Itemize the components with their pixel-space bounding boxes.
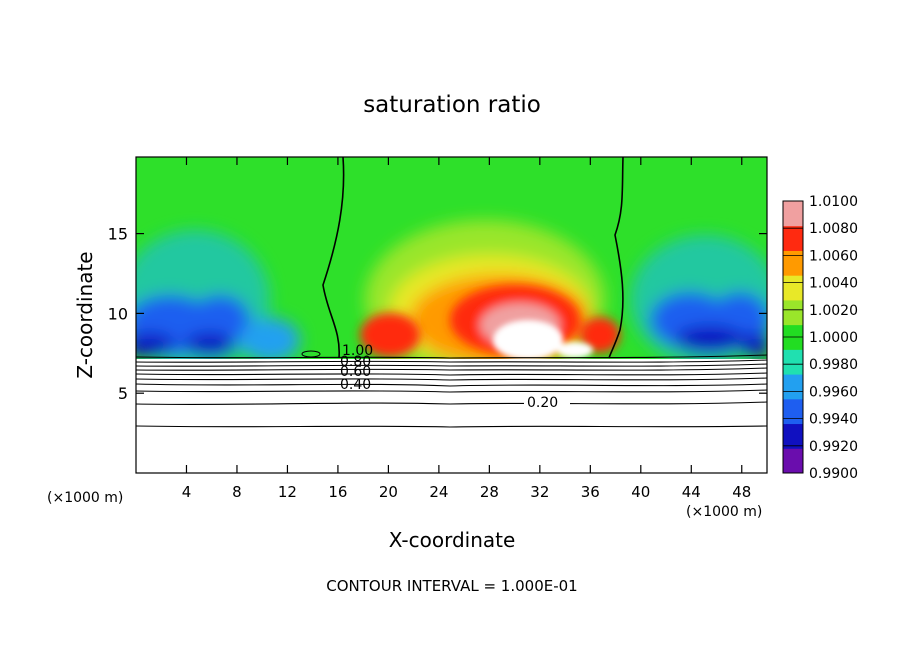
x-tick-label: 48 xyxy=(732,483,751,501)
contour-line-right xyxy=(608,156,624,359)
x-tick-label: 4 xyxy=(182,483,192,501)
x-tick-label: 8 xyxy=(232,483,242,501)
x-tick-label: 32 xyxy=(530,483,549,501)
colorbar-label: 1.0040 xyxy=(809,276,858,292)
contour-line xyxy=(301,350,321,358)
colorbar-label: 1.0060 xyxy=(809,248,858,264)
contour-label: 0.80 xyxy=(340,354,371,370)
contour-interval-note: CONTOUR INTERVAL = 1.000E-01 xyxy=(326,577,577,595)
x-tick-label: 24 xyxy=(429,483,448,501)
x-tick-label: 36 xyxy=(581,483,600,501)
colorbar-swatch xyxy=(783,349,803,375)
colorbar-label: 0.9940 xyxy=(809,412,858,428)
colorbar-swatch xyxy=(783,275,803,301)
colorbar-swatch xyxy=(783,398,803,425)
colorbar-swatch xyxy=(783,201,803,227)
contour-line xyxy=(136,372,767,376)
colorbar-label: 1.0020 xyxy=(809,303,858,319)
x-tick-label: 20 xyxy=(379,483,398,501)
colorbar-swatch xyxy=(783,374,803,400)
contour-line xyxy=(136,383,767,387)
y-tick-label: 15 xyxy=(108,225,128,244)
chart-title: saturation ratio xyxy=(363,92,541,118)
contour-label: 0.60 xyxy=(340,364,371,380)
x-tick-label: 16 xyxy=(328,483,347,501)
x-tick-label: 28 xyxy=(480,483,499,501)
x-tick-label: 44 xyxy=(682,483,701,501)
y-axis-ticks: 5 10 15 xyxy=(108,225,767,403)
contour-line xyxy=(136,367,767,371)
colorbar-swatch xyxy=(783,299,803,326)
y-tick-label: 10 xyxy=(108,304,128,323)
contour-line xyxy=(136,389,767,393)
contour-line xyxy=(136,363,767,367)
colorbar: 0.9900 0.9920 0.9940 0.9960 0.9980 1.0000 1.00… xyxy=(782,194,858,482)
contour-label: 0.20 xyxy=(527,395,558,411)
x-tick-label: 40 xyxy=(631,483,650,501)
y-tick-label: 5 xyxy=(118,384,128,403)
x-axis-ticks: 4 8 12 16 20 24 28 32 36 40 44 48 xyxy=(182,157,751,501)
colorbar-swatch xyxy=(783,423,803,449)
contour-line xyxy=(136,377,767,381)
contour-line xyxy=(136,401,767,406)
colorbar-swatch xyxy=(783,448,803,474)
colorbar-label: 0.9980 xyxy=(809,357,858,373)
y-axis-title: Z-coordinate xyxy=(73,251,97,378)
x-axis-unit-right: (×1000 m) xyxy=(686,504,762,520)
colorbar-label: 1.0000 xyxy=(809,330,858,346)
x-tick-label: 12 xyxy=(278,483,297,501)
contour-line xyxy=(136,354,767,359)
plot-frame xyxy=(135,156,768,474)
contour-line xyxy=(136,359,767,363)
contour-label: 1.00 xyxy=(342,343,373,359)
colorbar-swatch xyxy=(783,250,803,276)
colorbar-label: 0.9920 xyxy=(809,439,858,455)
x-axis-title: X-coordinate xyxy=(389,528,516,552)
colorbar-label: 1.0080 xyxy=(809,221,858,237)
contour-line xyxy=(136,425,767,428)
contour-lines xyxy=(136,354,767,428)
colorbar-label: 0.9960 xyxy=(809,384,858,400)
contour-line-left xyxy=(322,156,345,359)
contour-label-bg xyxy=(524,394,570,410)
colorbar-label: 0.9900 xyxy=(809,466,858,482)
x-axis-unit-left: (×1000 m) xyxy=(47,490,123,506)
colorbar-label: 1.0100 xyxy=(809,194,858,210)
color-field xyxy=(136,157,767,359)
contour-label: 0.40 xyxy=(340,377,371,393)
colorbar-swatch xyxy=(783,225,803,251)
